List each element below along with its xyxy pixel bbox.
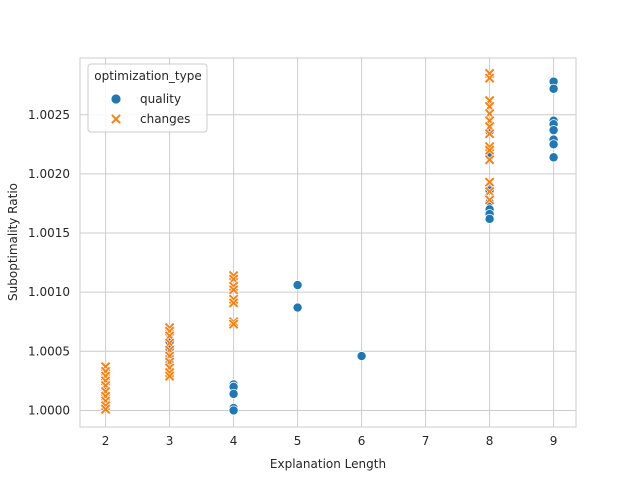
quality-point: [548, 139, 559, 150]
legend: optimization_type quality changes: [87, 63, 208, 133]
changes-point: [483, 72, 496, 84]
legend-box: [87, 63, 208, 133]
quality-point: [228, 405, 239, 416]
changes-point: [483, 194, 496, 206]
x-axis-ticks: 2 3 4 5 6 7 8 9: [102, 434, 558, 448]
y-tick-label: 1.0020: [28, 167, 70, 181]
changes-point: [227, 318, 240, 330]
changes-point: [227, 297, 240, 309]
y-tick-label: 1.0010: [28, 285, 70, 299]
quality-point: [292, 302, 303, 313]
changes-point: [99, 403, 112, 415]
quality-point: [356, 351, 367, 362]
changes-point: [163, 370, 176, 382]
x-tick-label: 8: [486, 434, 494, 448]
y-tick-label: 1.0000: [28, 403, 70, 417]
x-tick-label: 5: [294, 434, 302, 448]
quality-point: [548, 152, 559, 163]
legend-quality-marker: [110, 93, 122, 105]
x-tick-label: 9: [550, 434, 558, 448]
legend-changes-marker: [110, 113, 122, 125]
legend-title: optimization_type: [94, 69, 201, 83]
quality-point: [292, 280, 303, 291]
quality-point: [484, 213, 495, 224]
y-tick-label: 1.0015: [28, 226, 70, 240]
legend-quality-label: quality: [140, 92, 181, 106]
y-tick-label: 1.0025: [28, 108, 70, 122]
x-tick-label: 4: [230, 434, 238, 448]
quality-point: [548, 83, 559, 94]
x-tick-label: 2: [102, 434, 110, 448]
y-axis-label: Suboptimality Ratio: [6, 183, 20, 301]
x-tick-label: 7: [422, 434, 430, 448]
x-axis-label: Explanation Length: [270, 457, 386, 471]
changes-point: [483, 154, 496, 166]
y-tick-label: 1.0005: [28, 344, 70, 358]
y-axis-ticks: 1.0000 1.0005 1.0010 1.0015 1.0020 1.0025: [28, 108, 70, 418]
quality-point: [548, 125, 559, 136]
changes-point: [483, 128, 496, 140]
x-tick-label: 6: [358, 434, 366, 448]
data-points: [99, 67, 559, 416]
quality-point: [228, 388, 239, 399]
x-tick-label: 3: [166, 434, 174, 448]
legend-changes-label: changes: [140, 112, 190, 126]
